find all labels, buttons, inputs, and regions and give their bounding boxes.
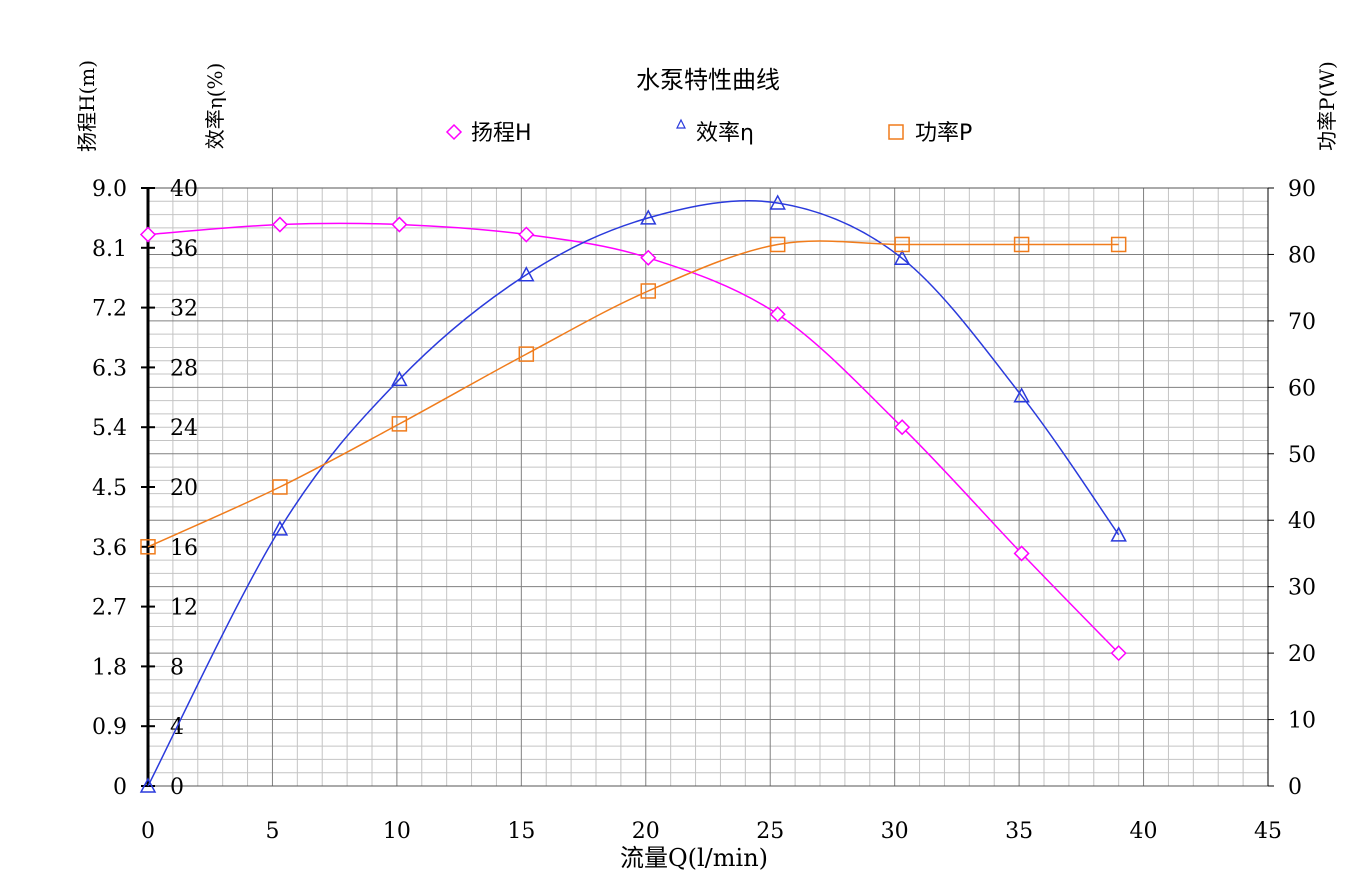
x-tick-label: 40 [1130,819,1158,844]
legend-square-icon [888,124,904,140]
data-point-eff [769,194,786,210]
data-point-head [894,419,911,436]
x-tick-label: 15 [507,819,535,844]
series-line-head [147,222,1120,654]
data-point-head [139,226,157,243]
data-point-head [518,226,535,243]
data-point-head [391,216,408,233]
data-point-eff [518,266,535,282]
legend-label-power: 功率P [915,121,972,146]
data-point-head [1110,645,1127,662]
data-point-eff [893,249,911,266]
data-point-power [391,416,408,432]
power-axis-tick-labels: 0 10 20 30 40 50 60 70 80 90 [1288,177,1316,800]
head-tick-label: 6.3 [92,356,127,381]
efficiency-tick-label: 16 [170,536,198,561]
data-point-power [518,346,535,362]
efficiency-tick-label: 20 [170,476,198,501]
data-point-head [769,306,786,323]
x-tick-label: 0 [141,819,155,844]
power-axis-label: 功率P(W) [1315,61,1339,151]
power-tick-label: 80 [1288,243,1316,268]
efficiency-tick-label: 40 [170,177,198,202]
power-tick-label: 40 [1288,509,1316,534]
data-point-head [271,216,288,233]
data-point-power [140,539,156,555]
power-tick-label: 30 [1288,576,1316,601]
power-tick-label: 60 [1288,376,1316,401]
head-axis-label: 扬程H(m) [75,60,99,152]
data-point-eff [271,520,289,536]
efficiency-axis-label: 效率η(%) [203,63,227,150]
power-tick-label: 70 [1288,310,1316,335]
legend-item-efficiency: 效率η [676,118,754,146]
head-axis-tick-labels: 0 0.9 1.8 2.7 3.6 4.5 5.4 6.3 7.2 8.1 9.0 [92,177,127,800]
head-tick-label: 8.1 [92,237,127,262]
data-point-head [640,249,657,266]
legend-diamond-icon [445,123,463,141]
x-tick-labels: 0 5 10 15 20 25 30 35 40 45 [141,819,1282,844]
data-point-power [272,479,288,495]
series-curves [147,200,1120,787]
data-point-power [1110,236,1127,253]
head-tick-label: 1.8 [92,655,127,680]
head-tick-label: 3.6 [92,536,127,561]
x-tick-label: 10 [383,819,411,844]
head-tick-label: 9.0 [92,177,127,202]
legend-triangle-icon [676,118,686,129]
data-point-head [1013,545,1030,562]
data-point-power [640,283,657,299]
data-point-eff [1013,387,1030,403]
chart-title: 水泵特性曲线 [636,66,780,94]
x-tick-label: 35 [1005,819,1033,844]
data-point-eff [391,370,408,387]
head-tick-label: 5.4 [92,416,127,441]
head-tick-label: 2.7 [92,596,127,621]
head-tick-label: 0.9 [92,715,127,740]
data-point-eff [139,777,157,793]
data-point-power [894,236,910,253]
efficiency-tick-label: 24 [170,416,198,441]
x-tick-label: 45 [1254,819,1282,844]
efficiency-tick-label: 32 [170,297,198,322]
power-tick-label: 10 [1288,709,1316,734]
efficiency-tick-label: 8 [170,655,184,680]
head-tick-label: 7.2 [92,297,127,322]
series-line-eff [147,200,1120,787]
power-tick-label: 20 [1288,642,1316,667]
legend-label-head: 扬程H [471,121,532,146]
legend-item-power: 功率P [888,121,972,146]
series-line-power [147,240,1119,548]
power-tick-label: 0 [1288,775,1302,800]
efficiency-tick-label: 12 [170,596,198,621]
series-markers [139,194,1127,793]
head-tick-label: 0 [113,775,127,800]
minor-grid [148,188,1268,786]
x-tick-label: 5 [265,819,279,844]
x-tick-label: 20 [632,819,660,844]
x-axis-label: 流量Q(l/min) [620,844,768,872]
data-point-eff [640,209,657,225]
x-tick-label: 30 [881,819,909,844]
data-point-eff [1110,526,1127,542]
axes [141,187,1274,787]
legend: 扬程H 效率η 功率P [445,118,972,146]
power-tick-label: 90 [1288,177,1316,202]
legend-label-efficiency: 效率η [696,121,754,146]
efficiency-tick-label: 36 [170,237,198,262]
efficiency-tick-label: 28 [170,356,198,381]
head-tick-label: 4.5 [92,476,127,501]
power-tick-label: 50 [1288,443,1316,468]
data-point-power [1013,236,1030,253]
x-tick-label: 25 [756,819,784,844]
legend-item-head: 扬程H [445,121,532,146]
data-point-power [769,236,786,253]
efficiency-tick-label: 0 [170,775,184,800]
